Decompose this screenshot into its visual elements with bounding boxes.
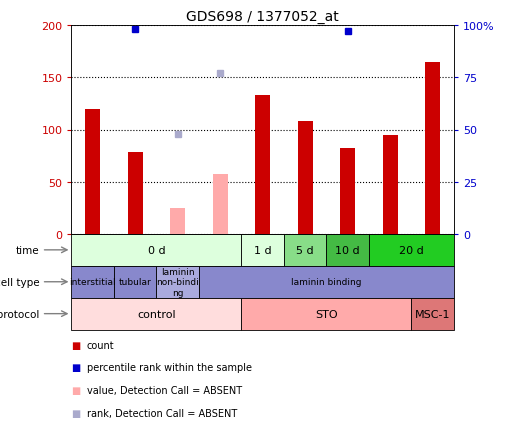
Bar [241,234,284,266]
Bar [127,153,143,234]
Text: 0 d: 0 d [147,245,165,255]
Text: MSC-1: MSC-1 [414,309,449,319]
Bar [114,26,156,234]
Bar [71,298,241,330]
Text: control: control [137,309,176,319]
Text: 10 d: 10 d [335,245,359,255]
Bar [71,266,114,298]
Bar [114,266,156,298]
Bar [156,266,199,298]
Bar [254,96,270,234]
Bar [340,149,354,234]
Bar [411,26,453,234]
Text: rank, Detection Call = ABSENT: rank, Detection Call = ABSENT [87,408,237,418]
Text: laminin binding: laminin binding [291,278,361,286]
Text: laminin
non-bindi
ng: laminin non-bindi ng [156,267,199,297]
Text: time: time [16,245,40,255]
Text: percentile rank within the sample: percentile rank within the sample [87,363,251,372]
Bar [368,26,411,234]
Text: 1 d: 1 d [253,245,271,255]
Bar [382,135,397,234]
Bar [85,109,100,234]
Text: 5 d: 5 d [296,245,314,255]
Bar [71,234,241,266]
Bar [326,26,368,234]
Bar [284,26,326,234]
Text: STO: STO [315,309,337,319]
Bar [170,208,185,234]
Text: ■: ■ [71,340,80,350]
Bar [297,122,312,234]
Title: GDS698 / 1377052_at: GDS698 / 1377052_at [186,10,338,23]
Bar [199,266,453,298]
Text: interstitial: interstitial [69,278,116,286]
Bar [368,234,453,266]
Text: value, Detection Call = ABSENT: value, Detection Call = ABSENT [87,385,241,395]
Bar [326,234,368,266]
Text: count: count [87,340,114,350]
Text: ■: ■ [71,408,80,418]
Text: 20 d: 20 d [398,245,423,255]
Bar [241,298,411,330]
Bar [284,234,326,266]
Bar [411,298,453,330]
Text: ■: ■ [71,363,80,372]
Bar [425,62,439,234]
Bar [212,175,227,234]
Text: growth protocol: growth protocol [0,309,40,319]
Bar [199,26,241,234]
Bar [156,26,199,234]
Bar [241,26,284,234]
Text: tubular: tubular [119,278,151,286]
Text: cell type: cell type [0,277,40,287]
Bar [71,26,114,234]
Text: ■: ■ [71,385,80,395]
